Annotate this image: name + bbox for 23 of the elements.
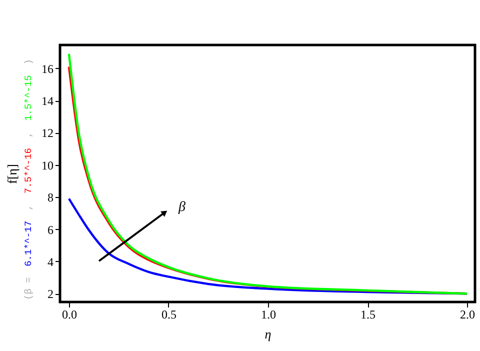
text: 7.5*^-16 (23, 148, 34, 194)
x-tick-label: 0.0 (62, 308, 77, 322)
annotation: β (178, 200, 186, 215)
x-tick-label: 2.0 (460, 308, 476, 322)
y-tick-label: 6 (48, 222, 54, 237)
text: 1.5*^-15 (23, 74, 34, 121)
text: , (23, 132, 34, 138)
y-tick-label: 10 (42, 158, 54, 172)
y-tick-label: 2 (48, 287, 54, 302)
y-tick-label: 14 (42, 94, 54, 108)
text: ) (23, 59, 34, 65)
y-tick-label: 16 (42, 62, 54, 76)
legend-title: (β = (23, 276, 34, 300)
y-tick-label: 12 (42, 126, 54, 140)
y-tick-label: 8 (48, 190, 54, 205)
x-axis-title: η (264, 326, 272, 342)
x-tick-label: 1.0 (261, 308, 276, 322)
x-tick-label: 0.5 (161, 308, 176, 322)
x-tick-label: 1.5 (360, 308, 376, 322)
text: , (23, 204, 34, 210)
y-tick-label: 4 (48, 254, 54, 269)
y-axis-title: f[η] (4, 164, 20, 184)
text: 6.1*^-17 (23, 220, 34, 266)
